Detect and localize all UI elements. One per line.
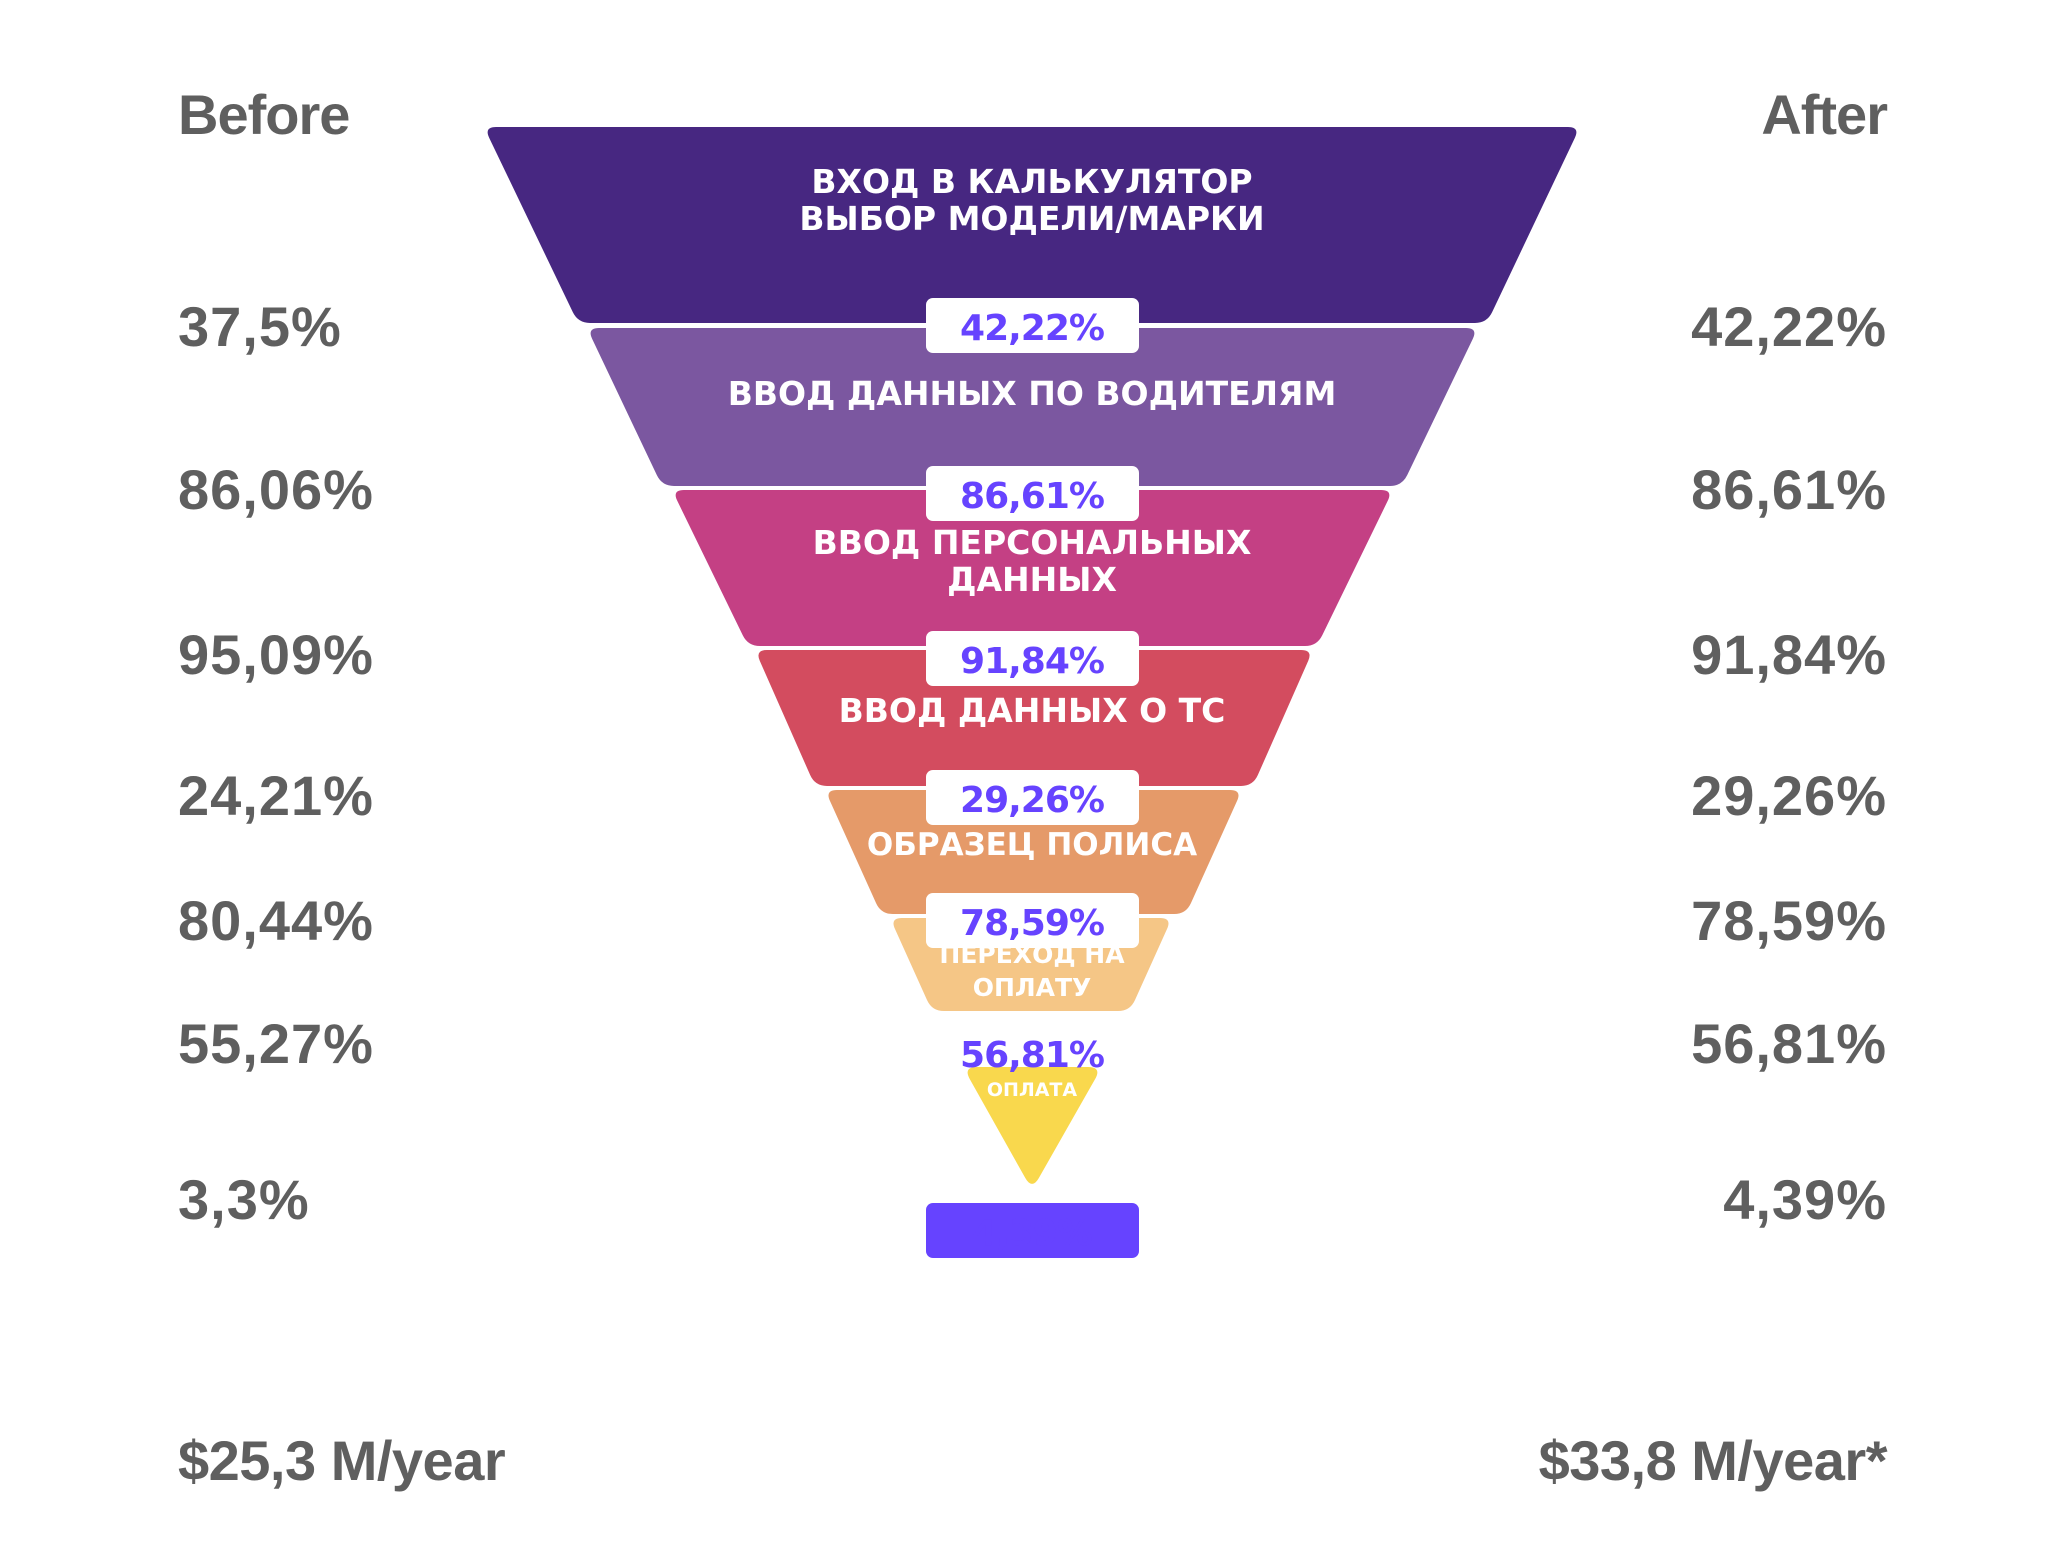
conversion-badge-value: 86,61% [960,476,1104,517]
total-conversion-badge [926,1203,1139,1258]
after-revenue: $33,8 M/year* [1538,1429,1888,1492]
before-revenue: $25,3 M/year [178,1429,506,1492]
funnel-segment-label: ОПЛАТА [987,1079,1077,1101]
conversion-badge [926,298,1139,353]
funnel-segment-label: ВХОД В КАЛЬКУЛЯТОР [811,162,1252,201]
after-value: 86,61% [1691,458,1887,521]
before-value: 55,27% [178,1012,374,1075]
funnel-segment [967,1067,1098,1184]
before-value: 37,5% [178,295,342,358]
after-value: 4,39% [1723,1168,1887,1231]
before-value: 24,21% [178,764,374,827]
funnel-segment-label: ОБРАЗЕЦ ПОЛИСА [867,827,1197,863]
after-value: 56,81% [1691,1012,1887,1075]
conversion-badge [926,893,1139,948]
conversion-badge-value: 29,26% [960,780,1104,821]
conversion-badge [926,466,1139,521]
before-value: 3,3% [178,1168,310,1231]
conversion-badge [926,631,1139,686]
conversion-badge-value: 42,22% [960,308,1104,349]
after-header: After [1761,83,1888,146]
after-value: 42,22% [1691,295,1887,358]
funnel-segment-label: ВЫБОР МОДЕЛИ/МАРКИ [799,199,1264,238]
before-header: Before [178,83,350,146]
conversion-badge-value: 91,84% [960,641,1104,682]
funnel-segment-label: ДАННЫХ [947,560,1117,599]
funnel-segment [758,650,1310,786]
funnel-segment-label: ОПЛАТУ [973,973,1092,1002]
after-value: 91,84% [1691,623,1887,686]
before-value: 80,44% [178,889,374,952]
before-value: 95,09% [178,623,374,686]
after-value: 29,26% [1691,764,1887,827]
funnel-segment-label: ВВОД ДАННЫХ О ТС [839,691,1226,730]
conversion-badge [926,770,1139,825]
after-value: 78,59% [1691,889,1887,952]
funnel-segment [487,127,1577,323]
funnel-segment-label: ВВОД ПЕРСОНАЛЬНЫХ [813,523,1252,562]
funnel-segment [590,328,1475,486]
funnel-segment [675,490,1390,646]
funnel-segment-label: ВВОД ДАННЫХ ПО ВОДИТЕЛЯМ [728,374,1337,413]
conversion-badge-value: 78,59% [960,903,1104,944]
total-conversion-value: 4,39% [972,1213,1092,1254]
conversion-badge-value: 56,81% [960,1035,1104,1076]
before-value: 86,06% [178,458,374,521]
